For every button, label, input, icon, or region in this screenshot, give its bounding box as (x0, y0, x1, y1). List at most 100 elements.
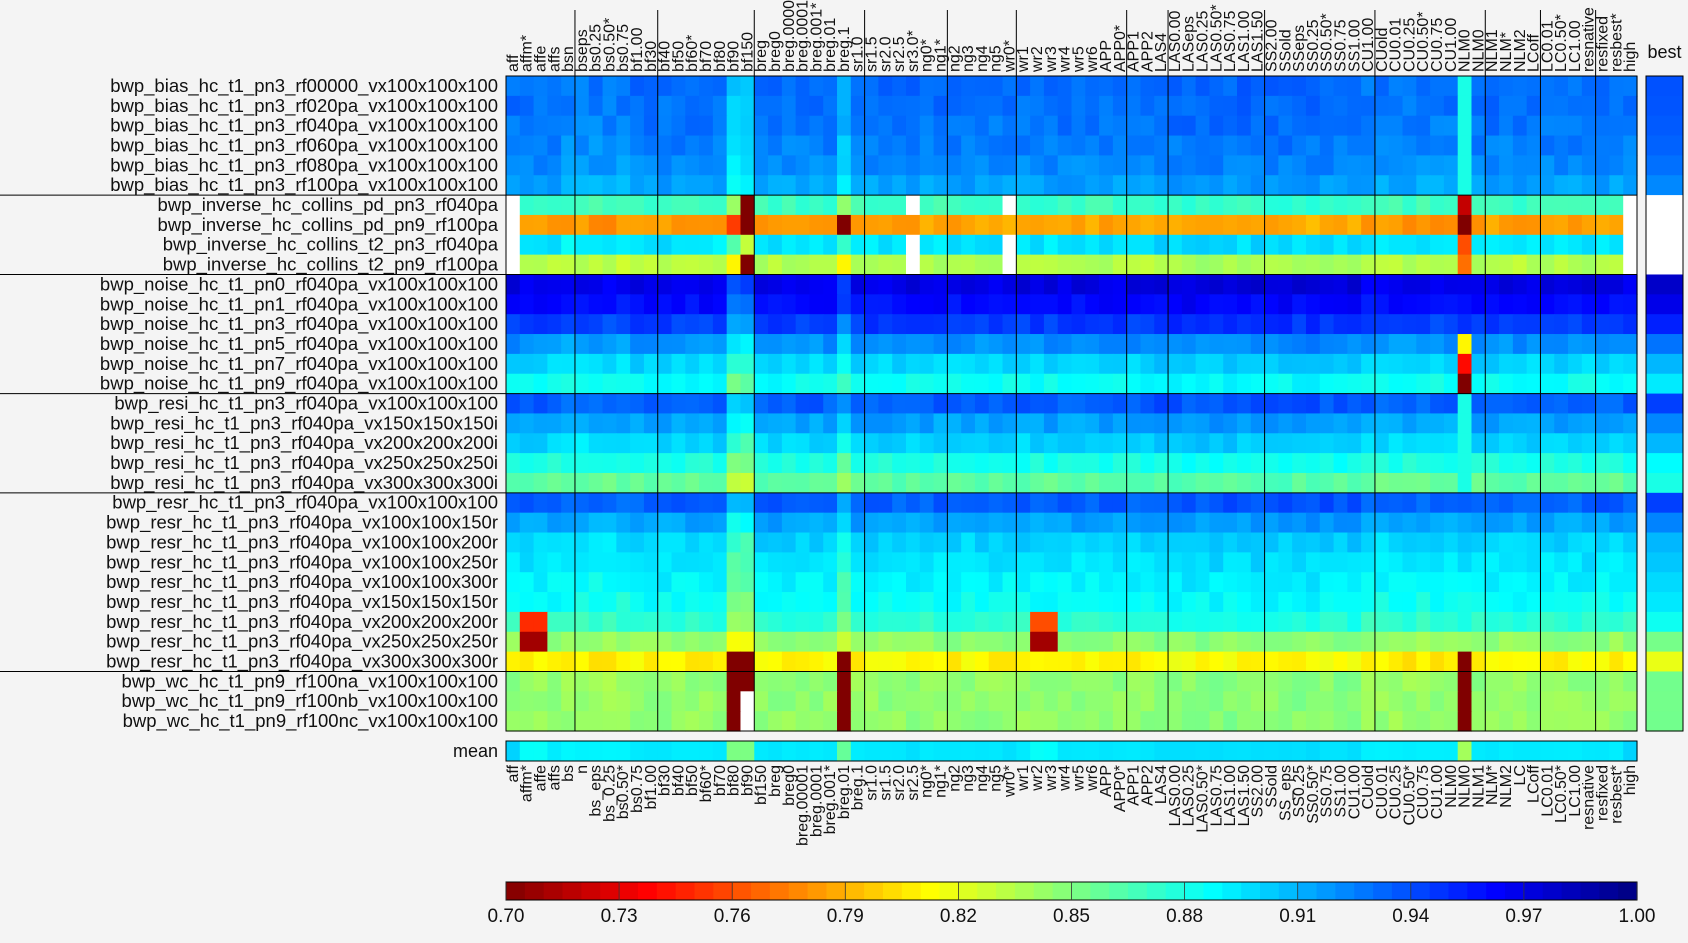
heatmap-cell (699, 433, 713, 453)
mean-cell (1513, 741, 1527, 761)
heatmap-cell (934, 711, 948, 731)
heatmap-cell (1251, 334, 1265, 354)
heatmap-cell (1444, 493, 1458, 513)
heatmap-cell (906, 493, 920, 513)
colorbar-segment (977, 882, 996, 900)
heatmap-cell (1430, 294, 1444, 314)
heatmap-cell (1361, 354, 1375, 374)
heatmap-cell (975, 136, 989, 156)
heatmap-cell (575, 374, 589, 394)
heatmap-cell (920, 533, 934, 553)
colorbar-segment (581, 882, 600, 900)
heatmap-cell (713, 76, 727, 96)
heatmap-cell (1430, 334, 1444, 354)
heatmap-cell (1003, 255, 1017, 275)
heatmap-cell (1554, 215, 1568, 235)
heatmap-cell (727, 572, 741, 592)
heatmap-cell (1016, 592, 1030, 612)
heatmap-cell (1540, 592, 1554, 612)
heatmap-cell (1265, 552, 1279, 572)
heatmap-cell (1361, 711, 1375, 731)
heatmap-cell (520, 473, 534, 493)
heatmap-cell (1003, 552, 1017, 572)
heatmap-cell (740, 691, 754, 711)
row-label: bwp_wc_hc_t1_pn9_rf100nb_vx100x100x100 (122, 690, 498, 712)
heatmap-cell (1265, 195, 1279, 215)
heatmap-cell (754, 552, 768, 572)
heatmap-cell (754, 334, 768, 354)
heatmap-cell (658, 493, 672, 513)
heatmap-cell (1196, 632, 1210, 652)
heatmap-cell (782, 195, 796, 215)
heatmap-cell (1403, 175, 1417, 195)
heatmap-cell (920, 453, 934, 473)
heatmap-cell (809, 76, 823, 96)
heatmap-cell (699, 453, 713, 473)
heatmap-cell (809, 394, 823, 414)
heatmap-cell (975, 572, 989, 592)
heatmap-cell (1182, 572, 1196, 592)
heatmap-cell (1003, 533, 1017, 553)
heatmap-cell (975, 155, 989, 175)
heatmap-cell (1540, 433, 1554, 453)
heatmap-cell (782, 116, 796, 136)
heatmap-cell (837, 413, 851, 433)
heatmap-cell (506, 76, 520, 96)
heatmap-cell (851, 155, 865, 175)
heatmap-cell (740, 453, 754, 473)
heatmap-cell (644, 354, 658, 374)
heatmap-cell (630, 175, 644, 195)
best-cell (1646, 294, 1683, 314)
heatmap-cell (1003, 235, 1017, 255)
heatmap-cell (1085, 374, 1099, 394)
heatmap-cell (1154, 552, 1168, 572)
heatmap-cell (961, 652, 975, 672)
heatmap-cell (1003, 314, 1017, 334)
heatmap-cell (547, 473, 561, 493)
heatmap-cell (1209, 493, 1223, 513)
heatmap-cell (713, 612, 727, 632)
heatmap-cell (837, 473, 851, 493)
heatmap-cell (1623, 394, 1637, 414)
heatmap-cell (1485, 255, 1499, 275)
heatmap-cell (837, 691, 851, 711)
heatmap-cell (1154, 215, 1168, 235)
heatmap-cell (630, 572, 644, 592)
heatmap-cell (520, 592, 534, 612)
heatmap-cell (740, 592, 754, 612)
heatmap-cell (1278, 294, 1292, 314)
best-cell (1646, 215, 1683, 235)
heatmap-cell (1072, 533, 1086, 553)
heatmap-cell (1072, 453, 1086, 473)
colorbar-segment (525, 882, 544, 900)
heatmap-cell (1389, 374, 1403, 394)
heatmap-cell (1182, 354, 1196, 374)
heatmap-cell (837, 671, 851, 691)
colorbar-segment (789, 882, 808, 900)
heatmap-cell (1168, 314, 1182, 334)
heatmap-cell (1347, 413, 1361, 433)
heatmap-cell (1582, 76, 1596, 96)
heatmap-cell (1044, 76, 1058, 96)
heatmap-cell (1058, 493, 1072, 513)
heatmap-cell (1403, 711, 1417, 731)
heatmap-cell (1140, 374, 1154, 394)
heatmap-cell (1320, 413, 1334, 433)
heatmap-cell (1471, 76, 1485, 96)
heatmap-cell (1609, 96, 1623, 116)
row-label: bwp_resi_hc_t1_pn3_rf040pa_vx100x100x100 (114, 393, 498, 415)
heatmap-cell (685, 473, 699, 493)
heatmap-cell (1513, 671, 1527, 691)
heatmap-cell (1003, 136, 1017, 156)
heatmap-cell (1265, 572, 1279, 592)
heatmap-cell (1416, 612, 1430, 632)
heatmap-cell (1568, 155, 1582, 175)
heatmap-cell (616, 552, 630, 572)
heatmap-cell (685, 394, 699, 414)
heatmap-cell (658, 632, 672, 652)
row-label: bwp_wc_hc_t1_pn9_rf100nc_vx100x100x100 (123, 710, 498, 732)
heatmap-cell (699, 671, 713, 691)
heatmap-cell (1389, 711, 1403, 731)
heatmap-cell (809, 632, 823, 652)
heatmap-cell (754, 572, 768, 592)
